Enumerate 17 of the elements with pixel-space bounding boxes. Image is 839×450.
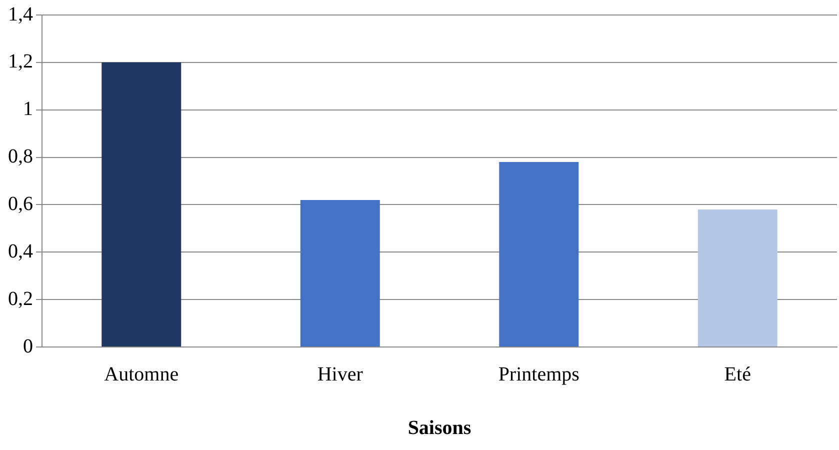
y-tick-label: 1,2 (8, 50, 33, 73)
y-tick-label: 0,2 (8, 288, 33, 310)
y-tick-label: 0 (23, 335, 33, 358)
x-tick-label: Printemps (498, 363, 580, 386)
bar (499, 162, 579, 346)
y-tick-label: 1,4 (8, 3, 33, 26)
x-tick-label: Eté (724, 363, 752, 386)
x-tick-label: Hiver (317, 363, 364, 386)
y-tick-label: 0,6 (8, 192, 33, 215)
y-tick-label: 0,8 (8, 146, 33, 168)
bar (300, 200, 380, 346)
bar (102, 62, 182, 346)
bar (698, 209, 778, 346)
x-axis-title: Saisons (408, 417, 472, 440)
y-tick-label: 0,4 (8, 240, 33, 262)
x-tick-label: Automne (104, 363, 179, 386)
y-tick-label: 1 (23, 98, 33, 120)
